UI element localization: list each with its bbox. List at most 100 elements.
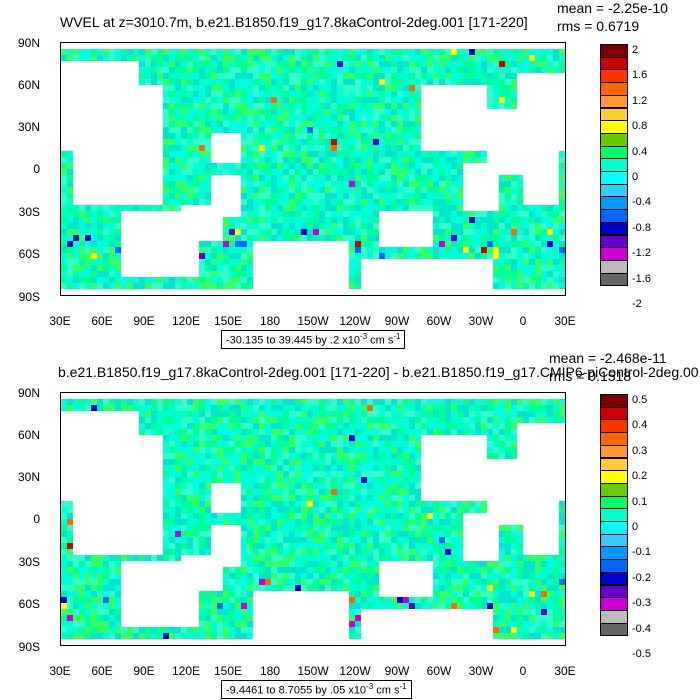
field-cell (433, 253, 439, 259)
field-cell (193, 525, 199, 531)
field-cell (253, 85, 259, 91)
field-cell (361, 115, 367, 121)
field-cell (463, 73, 469, 79)
field-cell (343, 145, 349, 151)
field-cell (301, 477, 307, 483)
field-cell (241, 567, 247, 573)
field-cell (325, 199, 331, 205)
field-cell (559, 181, 565, 187)
field-cell (223, 271, 229, 277)
field-cell (307, 55, 313, 61)
field-cell (529, 229, 535, 235)
field-cell (457, 73, 463, 79)
field-cell (295, 573, 301, 579)
field-cell (241, 169, 247, 175)
field-cell (427, 417, 433, 423)
field-cell (373, 61, 379, 67)
field-cell (163, 157, 169, 163)
field-cell (79, 271, 85, 277)
field-cell (217, 459, 223, 465)
field-cell (325, 441, 331, 447)
field-cell (163, 489, 169, 495)
field-cell (283, 549, 289, 555)
field-cell (73, 591, 79, 597)
field-cell (295, 97, 301, 103)
field-cell (175, 205, 181, 211)
field-cell (445, 579, 451, 585)
field-cell (157, 417, 163, 423)
field-cell (97, 591, 103, 597)
field-cell (499, 525, 505, 531)
field-cell (427, 543, 433, 549)
field-cell (85, 405, 91, 411)
field-cell (481, 579, 487, 585)
field-cell (343, 585, 349, 591)
field-cell (451, 157, 457, 163)
field-cell (439, 579, 445, 585)
field-cell (505, 265, 511, 271)
field-cell (331, 217, 337, 223)
field-cell (475, 211, 481, 217)
field-cell (199, 151, 205, 157)
field-cell (547, 67, 553, 73)
field-cell (79, 241, 85, 247)
field-cell (517, 253, 523, 259)
field-cell (475, 591, 481, 597)
field-cell (241, 175, 247, 181)
field-cell (217, 405, 223, 411)
field-cell (223, 519, 229, 525)
field-cell (85, 235, 91, 241)
field-cell (451, 235, 457, 241)
field-cell (379, 175, 385, 181)
field-cell (199, 489, 205, 495)
field-cell (277, 91, 283, 97)
field-cell (277, 73, 283, 79)
field-cell (337, 489, 343, 495)
field-cell (271, 429, 277, 435)
field-cell (493, 591, 499, 597)
field-cell (223, 127, 229, 133)
field-cell (337, 73, 343, 79)
field-cell (391, 429, 397, 435)
colorbar-label: -0.3 (632, 597, 651, 610)
field-cell (307, 73, 313, 79)
field-cell (439, 55, 445, 61)
field-cell (391, 163, 397, 169)
field-cell (109, 603, 115, 609)
field-cell (499, 447, 505, 453)
field-cell (277, 139, 283, 145)
field-cell (409, 61, 415, 67)
field-cell (217, 277, 223, 283)
colorbar-swatch (600, 221, 628, 236)
field-cell (511, 579, 517, 585)
field-cell (325, 187, 331, 193)
field-cell (505, 423, 511, 429)
field-cell (175, 483, 181, 489)
field-cell (133, 627, 139, 633)
field-cell (499, 79, 505, 85)
field-cell (517, 405, 523, 411)
field-cell (439, 73, 445, 79)
field-cell (367, 585, 373, 591)
field-cell (181, 543, 187, 549)
field-cell (289, 55, 295, 61)
field-cell (223, 97, 229, 103)
field-cell (229, 591, 235, 597)
field-cell (223, 615, 229, 621)
field-cell (247, 591, 253, 597)
field-cell (265, 471, 271, 477)
field-cell (277, 543, 283, 549)
field-cell (157, 55, 163, 61)
field-cell (367, 235, 373, 241)
field-cell (259, 483, 265, 489)
field-cell (319, 411, 325, 417)
field-cell (115, 217, 121, 223)
field-cell (259, 519, 265, 525)
field-cell (337, 115, 343, 121)
field-cell (283, 489, 289, 495)
field-cell (67, 633, 73, 639)
field-cell (181, 483, 187, 489)
field-cell (283, 525, 289, 531)
field-cell (211, 49, 217, 55)
field-cell (415, 513, 421, 519)
